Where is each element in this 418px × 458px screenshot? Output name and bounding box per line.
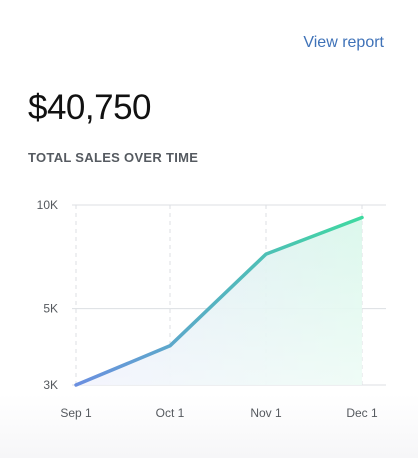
x-tick-label: Nov 1 [250, 406, 282, 420]
x-tick-label: Oct 1 [156, 406, 185, 420]
total-sales-amount: $40,750 [28, 88, 152, 127]
x-tick-label: Dec 1 [346, 406, 378, 420]
y-tick-label: 10K [37, 198, 58, 212]
series-line [74, 215, 364, 387]
section-title: TOTAL SALES OVER TIME [28, 150, 199, 165]
view-report-link[interactable]: View report [303, 34, 384, 51]
y-tick-label: 5K [43, 302, 58, 316]
x-tick-label: Sep 1 [60, 406, 92, 420]
y-tick-label: 3K [43, 378, 58, 392]
